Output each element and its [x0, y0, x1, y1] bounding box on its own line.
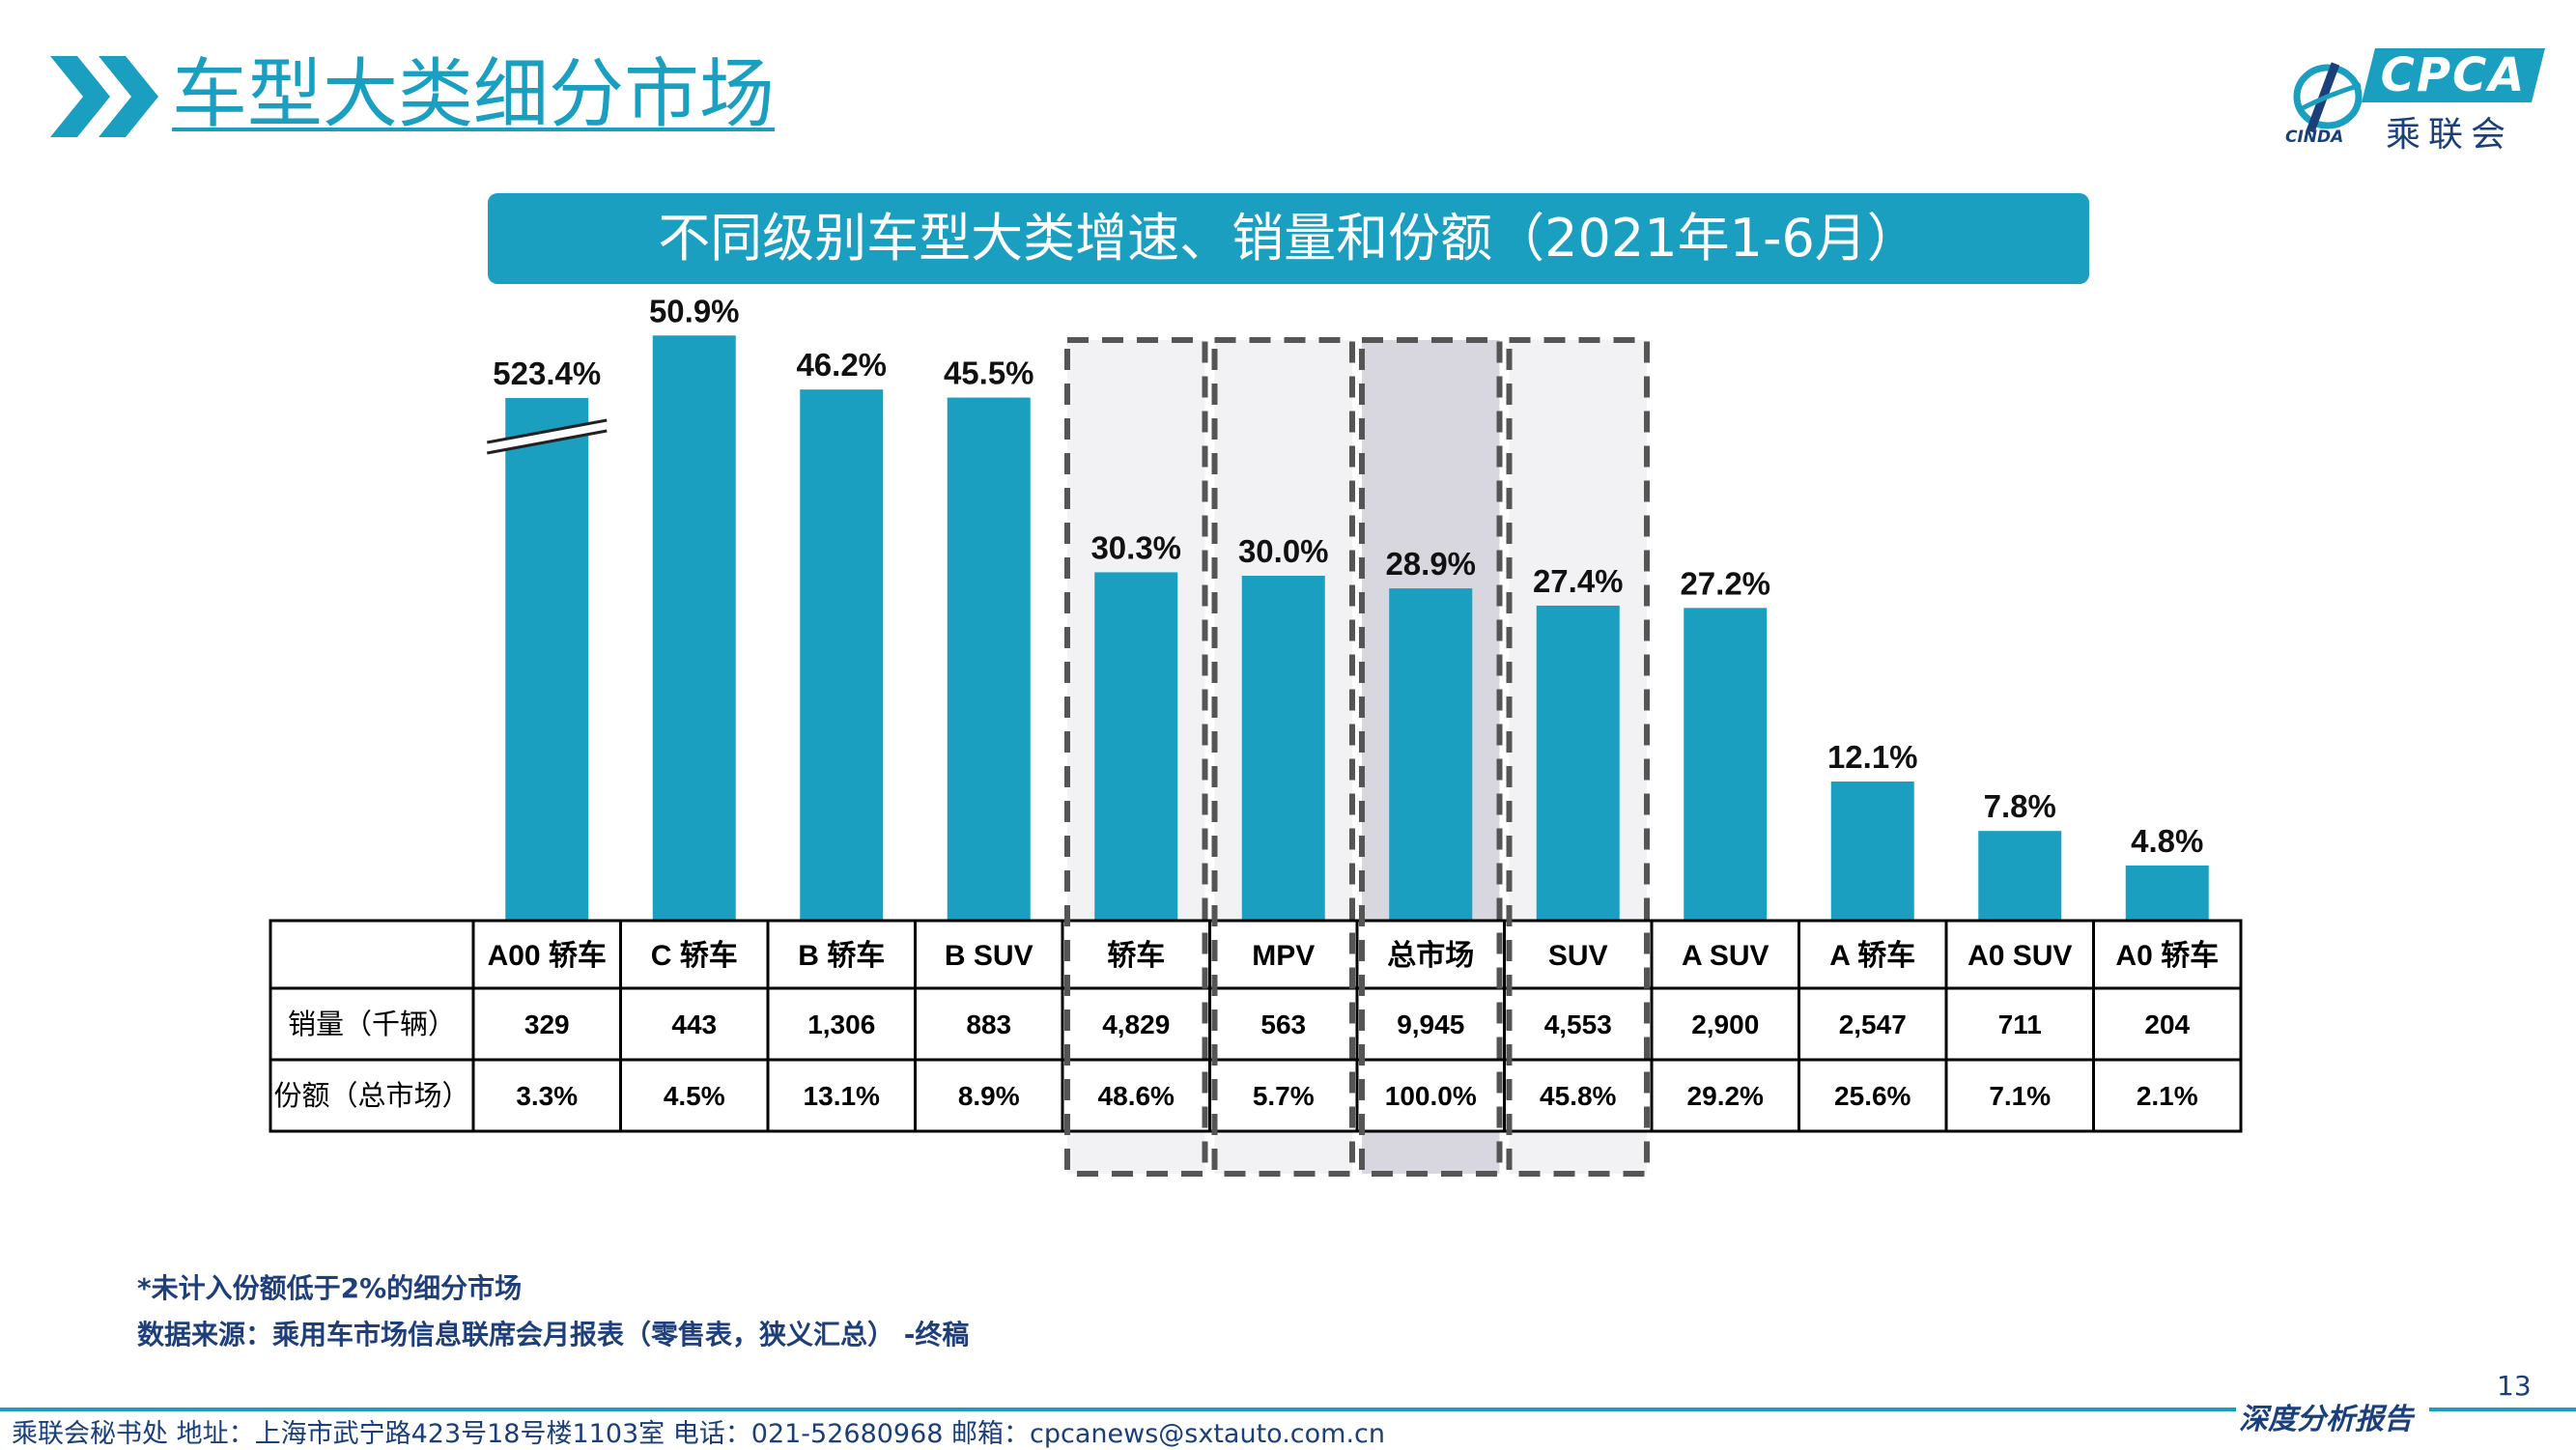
category-label: A 轿车 — [1829, 939, 1915, 972]
data-label: 46.2% — [796, 347, 887, 383]
logo-chinese-name: 乘联会 — [2386, 115, 2514, 155]
data-label: 7.8% — [1984, 788, 2056, 824]
data-label: 28.9% — [1385, 546, 1476, 582]
table-cell: 45.8% — [1540, 1081, 1616, 1111]
table-cell: 4,553 — [1544, 1009, 1612, 1039]
contact-info: 乘联会秘书处 地址：上海市武宁路423号18号楼1103室 电话：021-526… — [12, 1419, 1386, 1449]
category-label: MPV — [1252, 940, 1315, 972]
cpca-logo: CPCA 乘联会 CINDA — [2279, 46, 2545, 155]
bar — [1389, 588, 1473, 921]
data-label: 4.8% — [2131, 823, 2203, 859]
table-cell: 2,900 — [1691, 1009, 1759, 1039]
bar — [1978, 831, 2062, 921]
footer-divider — [0, 1407, 2236, 1411]
table-cell: 25.6% — [1834, 1081, 1911, 1111]
table-cell: 13.1% — [804, 1081, 880, 1111]
data-label: 50.9% — [649, 293, 740, 328]
table-cell: 204 — [2144, 1009, 2190, 1039]
table-cell: 5.7% — [1253, 1081, 1315, 1111]
double-chevron-icon — [50, 56, 158, 137]
table-row-label: 份额（总市场） — [273, 1080, 469, 1112]
category-label: C 轿车 — [651, 939, 738, 972]
growth-labels: 523.4% 50.9% 46.2% 45.5% 30.3% 30.0% 28.9% 27.4… — [493, 293, 2203, 859]
bars — [486, 335, 2209, 922]
category-label: B SUV — [945, 940, 1033, 972]
table-cell: 883 — [966, 1009, 1011, 1039]
data-table: A00 轿车 C 轿车 B 轿车 B SUV 轿车 MPV 总市场 SUV A SUV A 轿车 A… — [269, 919, 2243, 1133]
category-label: B 轿车 — [798, 939, 885, 972]
table-cell: 4.5% — [664, 1081, 725, 1111]
data-label: 45.5% — [944, 355, 1034, 391]
bar — [800, 389, 884, 922]
footnote: *未计入份额低于2%的细分市场 — [137, 1272, 523, 1304]
page-title: 车型大类细分市场 — [172, 51, 776, 138]
table-cell: 29.2% — [1687, 1081, 1764, 1111]
bar — [2125, 865, 2209, 921]
bar — [1536, 605, 1620, 921]
footer-divider-right — [2429, 1407, 2576, 1411]
data-label: 12.1% — [1827, 739, 1918, 775]
axis-break-gap — [489, 421, 606, 452]
chart-title-banner: 不同级别车型大类增速、销量和份额（2021年1-6月） — [488, 193, 2089, 284]
table-cell: 4,829 — [1102, 1009, 1170, 1039]
table-cell: 1,306 — [807, 1009, 875, 1039]
axis-break-line — [486, 429, 608, 455]
bar — [1830, 782, 1914, 921]
table-cell: 100.0% — [1385, 1081, 1477, 1111]
data-label: 30.0% — [1238, 533, 1329, 569]
bar — [652, 335, 736, 921]
data-source-note: 数据来源：乘用车市场信息联席会月报表（零售表，狭义汇总） -终稿 — [137, 1319, 970, 1350]
cpca-emblem-icon — [2293, 62, 2363, 133]
table-cell: 48.6% — [1098, 1081, 1175, 1111]
bar — [1094, 572, 1178, 921]
data-label: 27.4% — [1533, 563, 1624, 599]
category-label: 总市场 — [1387, 939, 1474, 972]
axis-break-line — [486, 418, 608, 444]
bar — [947, 397, 1031, 921]
category-label: A0 SUV — [1967, 940, 2072, 972]
table-cell: 2.1% — [2137, 1081, 2198, 1111]
category-label: A00 轿车 — [488, 939, 607, 972]
table-cell: 9,945 — [1397, 1009, 1464, 1039]
table-cell: 443 — [671, 1009, 717, 1039]
bar — [1241, 576, 1325, 921]
category-label: 轿车 — [1107, 939, 1165, 972]
data-label: 30.3% — [1090, 529, 1181, 565]
table-cell: 7.1% — [1989, 1081, 2051, 1111]
table-cell: 2,547 — [1839, 1009, 1907, 1039]
table-cell: 3.3% — [516, 1081, 578, 1111]
data-label: 27.2% — [1680, 565, 1770, 601]
table-cell: 8.9% — [958, 1081, 1020, 1111]
bar — [505, 398, 589, 921]
table-frame — [269, 919, 2243, 1133]
table-cell: 563 — [1260, 1009, 1306, 1039]
category-label: SUV — [1548, 940, 1608, 972]
page-number: 13 — [2497, 1370, 2532, 1402]
category-label: A0 轿车 — [2115, 939, 2219, 972]
table-cell: 711 — [1998, 1009, 2042, 1039]
table-cell: 329 — [524, 1009, 570, 1039]
table-row-label: 销量（千辆） — [288, 1009, 456, 1040]
data-label: 523.4% — [493, 355, 601, 391]
logo-subtext: CINDA — [2285, 128, 2344, 147]
report-type-label: 深度分析报告 — [2239, 1403, 2413, 1436]
category-label: A SUV — [1682, 940, 1769, 972]
bar — [1684, 608, 1768, 921]
